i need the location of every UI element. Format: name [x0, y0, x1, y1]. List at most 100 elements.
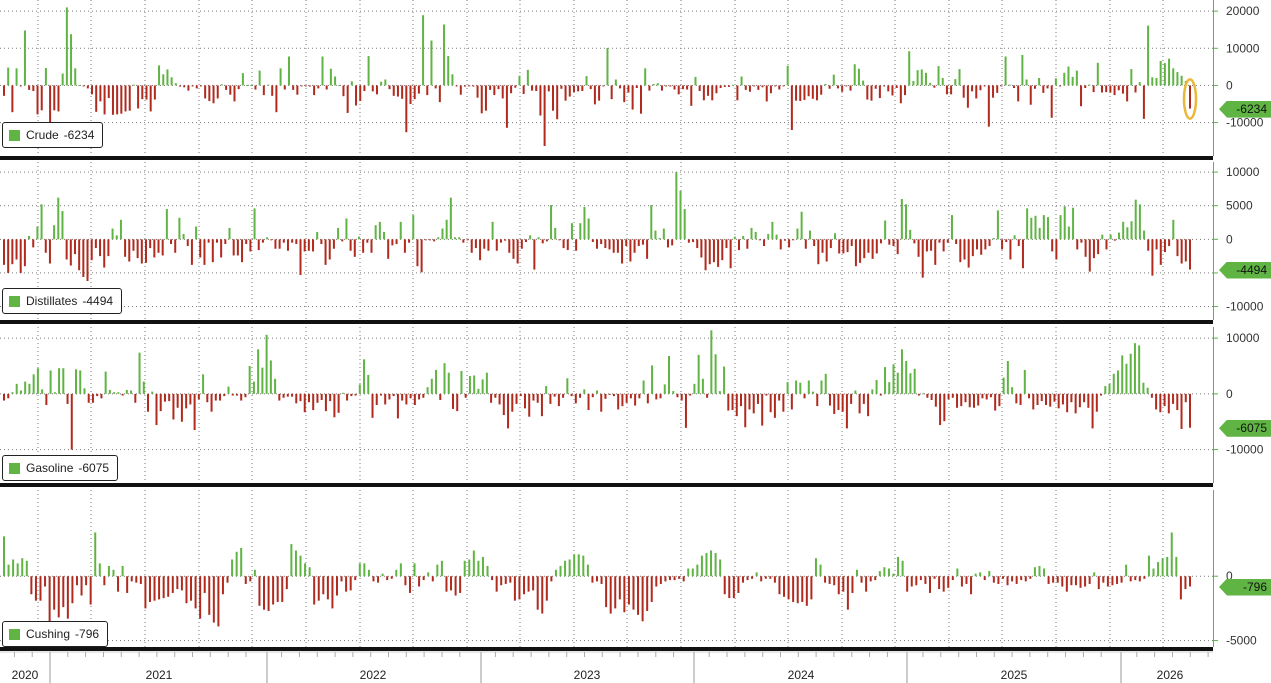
bar: [317, 85, 320, 89]
bar: [687, 239, 690, 243]
bar: [1101, 234, 1104, 240]
bar: [916, 70, 919, 86]
bar: [627, 576, 630, 605]
panel-cushing: 0 -5000: [0, 490, 1257, 651]
bar: [549, 393, 552, 404]
bar: [224, 239, 227, 245]
bar: [158, 576, 161, 600]
bar: [606, 47, 609, 86]
bar: [1159, 393, 1162, 413]
bar: [282, 239, 285, 243]
bar: [1002, 377, 1005, 394]
bar: [367, 374, 370, 394]
bar: [767, 233, 770, 240]
bar: [623, 576, 626, 613]
bar: [1057, 393, 1060, 409]
bar: [677, 85, 680, 95]
bar: [572, 85, 575, 93]
bar: [686, 85, 689, 90]
bar: [390, 576, 393, 579]
bar: [987, 85, 990, 127]
bar: [387, 239, 390, 259]
bar: [316, 231, 319, 240]
bar: [422, 15, 425, 86]
bar: [568, 559, 571, 577]
bar: [924, 72, 927, 86]
bar: [1096, 62, 1099, 86]
bar: [1159, 60, 1162, 86]
bar: [707, 85, 710, 96]
bar: [69, 239, 72, 266]
bar: [675, 172, 678, 240]
bar: [979, 85, 982, 91]
bar: [481, 379, 484, 394]
bar: [946, 239, 949, 243]
bar: [125, 389, 128, 394]
bar: [934, 393, 937, 407]
bar: [409, 393, 412, 399]
bar: [773, 576, 776, 583]
bar: [750, 227, 753, 240]
bar: [420, 239, 423, 273]
bar: [900, 349, 903, 394]
bar: [82, 85, 85, 87]
bar: [142, 381, 145, 394]
bar: [172, 393, 175, 420]
bar: [44, 239, 47, 253]
bar: [700, 555, 703, 577]
bar: [153, 576, 156, 601]
bar: [1054, 78, 1057, 86]
bar: [518, 576, 521, 600]
bar: [158, 65, 161, 86]
bar: [483, 239, 486, 249]
bar: [32, 239, 35, 248]
bar: [579, 223, 582, 240]
bar: [253, 569, 256, 577]
bar: [938, 576, 941, 590]
bar: [57, 197, 60, 240]
bar: [194, 576, 197, 609]
bar: [1117, 85, 1120, 91]
bar: [874, 576, 877, 581]
bar: [287, 56, 290, 86]
bar: [170, 77, 173, 86]
bar: [487, 239, 490, 251]
bar: [783, 239, 786, 241]
bar: [149, 85, 152, 112]
bar: [235, 393, 238, 396]
bar: [484, 85, 487, 111]
bar: [904, 85, 907, 96]
y-tick-label: -5000: [1226, 634, 1257, 648]
bar: [1047, 576, 1050, 584]
bar: [737, 576, 740, 593]
bar: [681, 85, 684, 90]
bar: [124, 85, 127, 112]
bar: [354, 576, 357, 581]
bar: [44, 576, 47, 587]
bar: [1092, 239, 1095, 259]
bar: [1109, 85, 1112, 93]
bar: [221, 576, 224, 595]
bar: [126, 576, 129, 593]
bar: [600, 239, 603, 245]
bar: [203, 576, 206, 593]
bar: [28, 85, 31, 90]
bar: [971, 239, 974, 257]
bar: [887, 85, 890, 92]
bar: [70, 393, 73, 450]
bar: [272, 576, 275, 605]
bar: [1176, 393, 1179, 411]
bar: [90, 239, 93, 261]
bar: [992, 576, 995, 583]
bar: [760, 576, 763, 582]
bar: [1143, 230, 1146, 240]
x-tick-label: 2021: [146, 668, 173, 682]
bar: [1032, 393, 1035, 410]
bar: [210, 393, 213, 412]
bar: [15, 68, 18, 86]
bar: [276, 576, 279, 602]
bar: [140, 239, 143, 264]
bar: [1011, 387, 1014, 394]
bar: [53, 225, 56, 240]
bar: [962, 85, 965, 98]
